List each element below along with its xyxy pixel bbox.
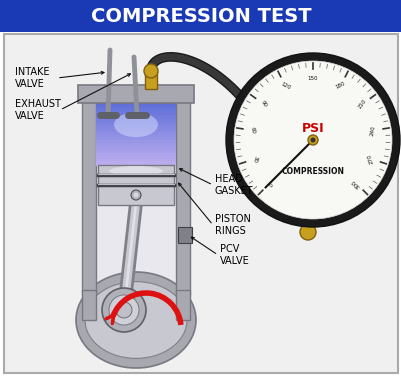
Circle shape [102,288,146,332]
Bar [96,143,176,147]
Circle shape [133,193,138,198]
Text: COMPRESSION TEST: COMPRESSION TEST [91,6,310,26]
Bar [96,146,176,150]
Bar [176,95,190,295]
Bar [82,290,96,320]
Circle shape [310,138,315,143]
Bar [0,0,401,32]
Text: INTAKE
VALVE: INTAKE VALVE [15,67,49,89]
Text: PCV
VALVE: PCV VALVE [219,244,249,266]
Text: 60: 60 [249,127,255,134]
Text: 150: 150 [307,77,318,81]
Ellipse shape [76,272,196,368]
Bar [145,71,157,89]
Bar [96,125,176,129]
Circle shape [233,61,391,219]
Ellipse shape [85,282,186,359]
Bar [96,159,176,163]
Circle shape [109,295,139,325]
Bar [178,227,192,243]
Circle shape [299,224,315,240]
Bar [98,165,174,205]
Circle shape [131,190,141,200]
Bar [96,115,176,120]
Text: 0: 0 [266,180,272,186]
Circle shape [144,64,158,78]
Bar [96,122,176,126]
Bar [96,162,176,166]
Bar [82,95,96,295]
Bar [96,156,176,160]
Text: PISTON
RINGS: PISTON RINGS [215,214,250,236]
Circle shape [225,53,399,227]
Bar [96,112,176,116]
Bar [96,109,176,113]
Bar [96,103,176,107]
Text: EXHAUST
VALVE: EXHAUST VALVE [15,99,61,121]
Text: 180: 180 [334,81,346,90]
Text: 30: 30 [251,155,258,163]
Bar [96,134,176,138]
Text: 270: 270 [366,153,374,165]
Bar [96,128,176,132]
Text: 300: 300 [350,178,361,188]
Text: HEAD
GASKET: HEAD GASKET [215,174,253,196]
Bar [96,140,176,144]
Bar [176,290,190,320]
Text: 90: 90 [259,100,267,109]
Ellipse shape [109,166,162,176]
Bar [96,137,176,141]
Bar [96,106,176,110]
Bar [78,85,194,103]
Text: COMPRESSION: COMPRESSION [281,167,344,176]
Text: 210: 210 [356,98,367,110]
Bar [96,131,176,135]
Bar [96,95,176,295]
Circle shape [116,302,132,318]
Text: 240: 240 [369,125,376,136]
Ellipse shape [114,112,158,137]
Bar [96,118,176,123]
Circle shape [307,135,317,145]
Bar [96,153,176,157]
Text: PSI: PSI [301,121,324,135]
Text: 120: 120 [279,81,290,90]
Bar [96,150,176,153]
Bar [4,34,397,373]
